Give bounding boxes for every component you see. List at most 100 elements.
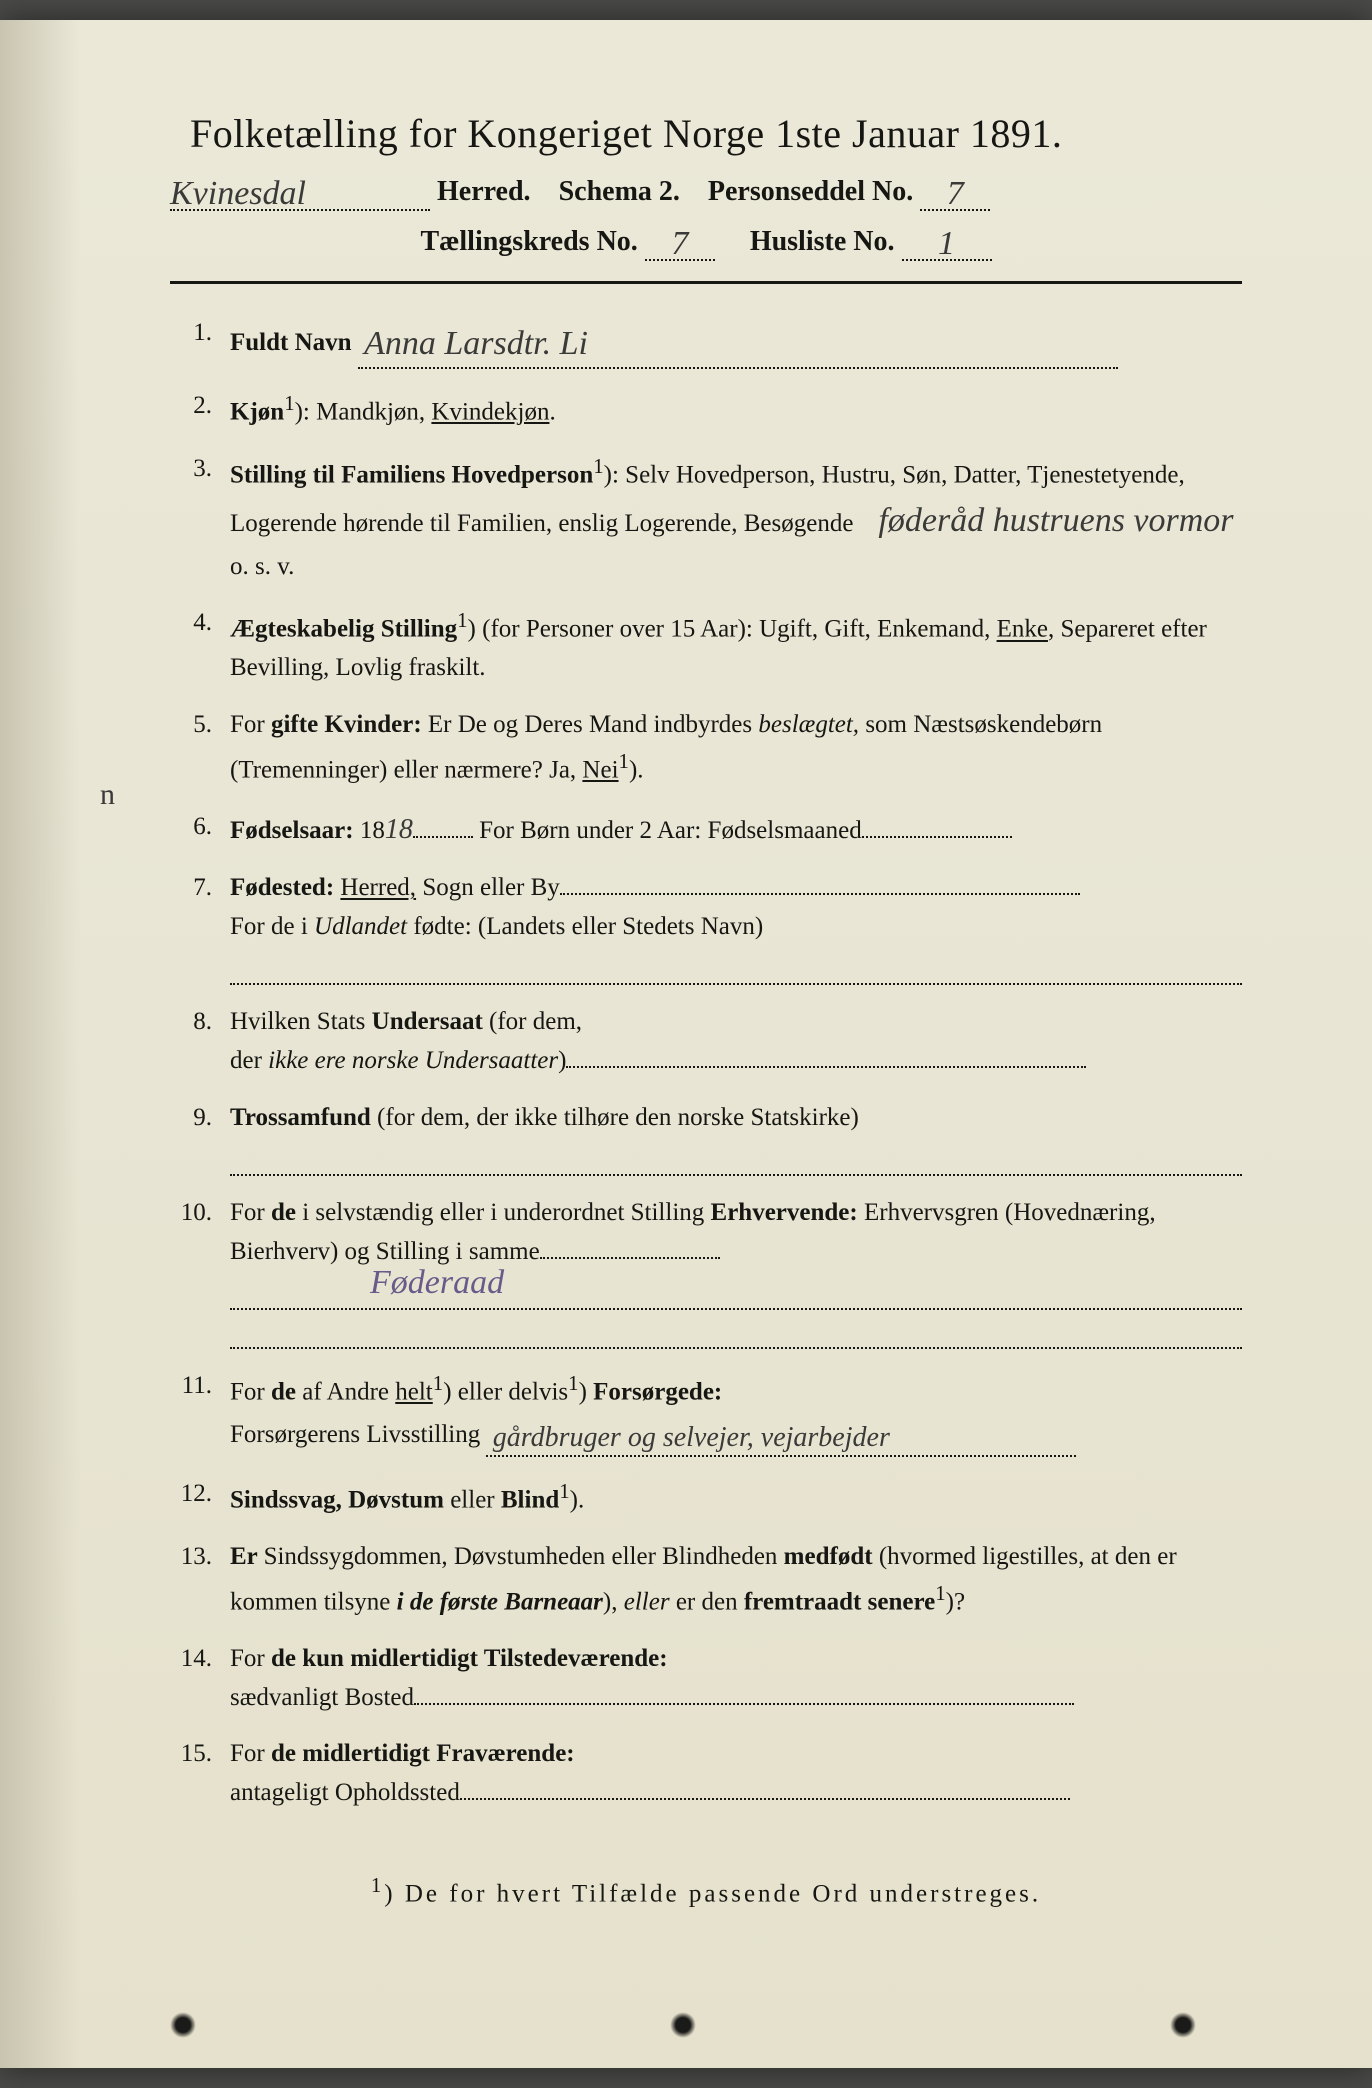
item-8: 8. Hvilken Stats Undersaat (for dem, der… <box>170 1003 1242 1081</box>
punch-hole-icon <box>670 2012 696 2038</box>
text: fødte: (Landets eller Stedets Navn) <box>407 913 763 940</box>
bold-text: Er <box>230 1543 264 1570</box>
item-number: 4. <box>170 604 230 688</box>
item-number: 3. <box>170 450 230 587</box>
kreds-no: 7 <box>671 225 688 262</box>
item-number: 2. <box>170 387 230 432</box>
item-number: 14. <box>170 1640 230 1718</box>
item-5: 5. For gifte Kvinder: Er De og Deres Man… <box>170 706 1242 790</box>
fill-line <box>230 1316 1242 1349</box>
text: For <box>230 1645 271 1672</box>
bold-text: fremtraadt senere <box>744 1588 935 1615</box>
italic-text: i de første Barneaar <box>397 1588 603 1615</box>
text: (for dem, der ikke tilhøre den norske St… <box>371 1104 859 1131</box>
form-items: 1. Fuldt Navn Anna Larsdtr. Li 2. Kjøn1)… <box>170 314 1242 1813</box>
relation-handwritten: føderåd hustruens vormor <box>878 502 1233 539</box>
field-label: Sindssvag, Døvstum <box>230 1486 444 1513</box>
text: ) <box>558 1047 566 1074</box>
text: )? <box>946 1588 965 1615</box>
field-label: Stilling til Familiens Hovedperson <box>230 461 593 488</box>
footnote: 1) De for hvert Tilfælde passende Ord un… <box>170 1873 1242 1908</box>
footnote-ref: 1 <box>284 391 294 415</box>
text: ) eller delvis <box>443 1378 568 1405</box>
italic-text: eller <box>624 1588 670 1615</box>
footnote-marker: 1 <box>371 1873 384 1897</box>
item-4: 4. Ægteskabelig Stilling1) (for Personer… <box>170 604 1242 688</box>
field-label: Fuldt Navn <box>230 329 352 356</box>
fill-line <box>230 1144 1242 1177</box>
text: For <box>230 1199 271 1226</box>
item-15: 15. For de midlertidigt Fraværende: anta… <box>170 1735 1242 1813</box>
item-7: 7. Fødested: Herred, Sogn eller By For d… <box>170 869 1242 985</box>
punch-hole-icon <box>170 2012 196 2038</box>
text: ): Mandkjøn, <box>295 398 432 425</box>
text: For <box>230 711 271 738</box>
schema-label: Schema 2. <box>559 176 680 207</box>
underlined-option: Nei <box>582 756 618 783</box>
husliste-label: Husliste No. <box>750 226 895 257</box>
year-prefix: 18 <box>354 817 385 844</box>
text: ). <box>629 756 644 783</box>
text: Er De og Deres Mand indbyrdes <box>422 711 759 738</box>
item-12: 12. Sindssvag, Døvstum eller Blind1). <box>170 1475 1242 1520</box>
text: eller <box>444 1486 501 1513</box>
text: ). <box>570 1486 585 1513</box>
footnote-ref: 1 <box>568 1371 578 1395</box>
text: Forsørgerens Livsstilling <box>230 1421 480 1448</box>
fill-line: Føderaad <box>230 1278 1242 1311</box>
text: antageligt Opholdssted <box>230 1779 460 1806</box>
bold-text: Forsørgede: <box>593 1378 722 1405</box>
bold-text: de <box>271 1378 296 1405</box>
underlined-option: Enke <box>997 616 1048 643</box>
item-number: 7. <box>170 869 230 985</box>
subheader-line-2: Tællingskreds No. 7 Husliste No. 1 <box>170 221 1242 261</box>
bold-text: gifte Kvinder: <box>271 711 422 738</box>
kreds-label: Tællingskreds No. <box>420 226 637 257</box>
item-14: 14. For de kun midlertidigt Tilstedevære… <box>170 1640 1242 1718</box>
text: Sogn eller By <box>416 874 560 901</box>
field-label: Kjøn <box>230 398 284 425</box>
herred-handwritten: Kvinesdal <box>170 175 306 212</box>
item-1: 1. Fuldt Navn Anna Larsdtr. Li <box>170 314 1242 369</box>
footnote-ref: 1 <box>619 749 629 773</box>
footnote-ref: 1 <box>935 1581 945 1605</box>
herred-label: Herred. <box>437 176 531 207</box>
footnote-text: ) De for hvert Tilfælde passende Ord und… <box>384 1880 1041 1907</box>
provider-handwritten: gårdbruger og selvejer, vejarbejder <box>493 1422 890 1453</box>
fill-line <box>230 953 1242 986</box>
footnote-ref: 1 <box>433 1371 443 1395</box>
text: Hvilken Stats <box>230 1008 372 1035</box>
bold-text: de midlertidigt Fraværende: <box>271 1740 575 1767</box>
husliste-no: 1 <box>938 225 955 262</box>
item-number: 8. <box>170 1003 230 1081</box>
item-11: 11. For de af Andre helt1) eller delvis1… <box>170 1367 1242 1457</box>
bold-text: Undersaat <box>372 1008 483 1035</box>
item-number: 13. <box>170 1538 230 1622</box>
personseddel-label: Personseddel No. <box>708 176 913 207</box>
margin-annotation: n <box>100 778 115 812</box>
footnote-ref: 1 <box>559 1479 569 1503</box>
item-number: 15. <box>170 1735 230 1813</box>
underlined-option: Herred, <box>340 874 416 901</box>
text: ) (for Personer over 15 Aar): Ugift, Gif… <box>468 616 997 643</box>
text: For Børn under 2 Aar: Fødselsmaaned <box>473 817 862 844</box>
item-number: 1. <box>170 314 230 369</box>
item-number: 12. <box>170 1475 230 1520</box>
personseddel-no: 7 <box>947 175 964 212</box>
item-6: 6. Fødselsaar: 1818 For Børn under 2 Aar… <box>170 808 1242 851</box>
subheader-line-1: Kvinesdal Herred. Schema 2. Personseddel… <box>170 171 1242 211</box>
item-10: 10. For de i selvstændig eller i underor… <box>170 1194 1242 1349</box>
item-number: 9. <box>170 1099 230 1176</box>
text: der <box>230 1047 268 1074</box>
text: o. s. v. <box>230 553 294 580</box>
italic-text: ikke ere norske Undersaatter <box>268 1047 558 1074</box>
bold-text: medfødt <box>784 1543 873 1570</box>
occupation-handwritten: Føderaad <box>370 1257 504 1310</box>
bold-text: de <box>271 1199 296 1226</box>
text: . <box>549 398 555 425</box>
census-form-page: n Folketælling for Kongeriget Norge 1ste… <box>0 20 1372 2068</box>
punch-hole-icon <box>1170 2012 1196 2038</box>
text: For de i <box>230 913 314 940</box>
text: af Andre <box>296 1378 395 1405</box>
item-2: 2. Kjøn1): Mandkjøn, Kvindekjøn. <box>170 387 1242 432</box>
